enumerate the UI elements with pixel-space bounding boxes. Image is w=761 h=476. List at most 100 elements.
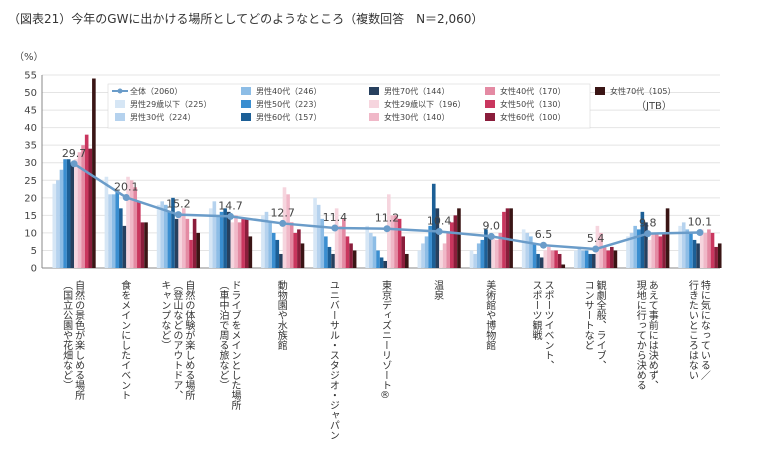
data-label: 11.2 — [375, 212, 400, 225]
bar — [647, 239, 652, 268]
category-label: ユニバーサル・スタジオ・ジャパン — [327, 280, 339, 440]
bar — [685, 229, 690, 268]
bar — [92, 78, 96, 268]
bar — [431, 183, 436, 268]
category-label: ドライブをメインとした場所 — [229, 280, 241, 411]
bar — [160, 201, 164, 268]
overall-point — [383, 225, 391, 233]
category-label: 自然の体験が楽しめる場所 — [183, 279, 195, 401]
bar — [352, 250, 357, 268]
bar — [610, 246, 614, 268]
bar — [331, 253, 335, 268]
bar — [476, 243, 481, 268]
bar — [156, 204, 161, 268]
bar — [394, 215, 398, 268]
bar — [554, 250, 558, 268]
bar — [379, 257, 384, 268]
bar — [473, 253, 477, 268]
bar — [703, 232, 708, 268]
bar — [547, 246, 551, 268]
bar — [74, 159, 78, 268]
bar — [525, 232, 530, 268]
legend-swatch — [241, 113, 251, 121]
bar — [509, 208, 513, 268]
category-label: 美術館や博物館 — [484, 279, 496, 351]
y-axis: 0 5 10 15 20 25 30 35 40 45 50 55 — [24, 71, 43, 275]
bar — [584, 250, 589, 268]
bar — [365, 225, 369, 268]
data-label: 20.1 — [114, 180, 139, 193]
bar — [633, 225, 637, 268]
category-label: スポーツイベント、 — [542, 280, 554, 370]
bar — [56, 180, 60, 268]
bar — [248, 236, 253, 268]
bar — [84, 134, 89, 268]
bar — [417, 250, 422, 268]
category-label: 食をメインにしたイベント — [119, 279, 131, 400]
bar — [268, 222, 272, 268]
overall-point — [696, 229, 704, 237]
bar — [208, 208, 213, 268]
bar — [421, 243, 425, 268]
bar — [212, 201, 217, 268]
overall-point — [435, 228, 443, 236]
bar — [588, 253, 593, 268]
bar — [334, 208, 339, 268]
legend-swatch — [485, 113, 495, 121]
bar — [678, 225, 682, 268]
bar — [178, 215, 182, 268]
overall-point — [227, 212, 235, 220]
bar — [286, 194, 290, 268]
category-labels: 自然の景色が楽しめる場所（国立公園や花畑など） 食をメインにしたイベント 自然の体験… — [61, 279, 711, 440]
bar — [689, 232, 693, 268]
bar — [401, 236, 405, 268]
bar — [665, 208, 670, 268]
bar — [244, 218, 249, 268]
legend-swatch — [369, 87, 379, 95]
category-label: 現地に行ってから決める — [634, 280, 646, 390]
bar — [529, 236, 533, 268]
bar — [435, 208, 440, 268]
bar — [383, 260, 387, 268]
bar — [707, 229, 711, 268]
bar — [108, 194, 112, 268]
bar — [115, 190, 120, 268]
overall-line: 29.7 20.1 15.2 14.7 12.7 11.4 11.2 10.4 9.0 6.5 5.… — [62, 147, 712, 253]
bar — [442, 243, 447, 268]
bar — [592, 253, 596, 268]
bar — [640, 211, 645, 268]
bar — [324, 236, 328, 268]
bar — [289, 222, 294, 268]
category-label: 自然の景色が楽しめる場所 — [73, 279, 85, 401]
bar — [338, 225, 343, 268]
bar — [446, 232, 450, 268]
bar — [297, 229, 301, 268]
legend-label: 男性30代（224） — [130, 112, 195, 122]
category-label: 特に気になっている／ — [698, 280, 710, 380]
overall-point — [122, 193, 130, 201]
legend-label: 男性40代（246） — [256, 86, 321, 96]
y-tick-label: 55 — [24, 71, 37, 82]
legend-label: 全体（2060） — [130, 86, 182, 96]
bar — [710, 232, 715, 268]
bar — [196, 232, 200, 268]
category-label: スポーツ観戦 — [530, 280, 542, 341]
bar — [681, 222, 686, 268]
y-tick-label: 35 — [24, 141, 37, 152]
category-label: キャンプなど） — [159, 280, 171, 350]
bar — [692, 239, 697, 268]
legend-label: 男性29歳以下（225） — [130, 99, 211, 109]
bar — [654, 232, 659, 268]
bar — [63, 159, 67, 268]
bar — [574, 250, 578, 268]
data-label: 14.7 — [218, 199, 243, 212]
bar — [320, 218, 325, 268]
bar — [457, 208, 461, 268]
bar — [439, 250, 443, 268]
bar — [536, 253, 540, 268]
legend-swatch — [485, 87, 495, 95]
bar — [539, 257, 544, 268]
legend-label: 男性70代（144） — [384, 86, 449, 96]
bar — [636, 229, 641, 268]
legend: 全体（2060） 男性29歳以下（225） 男性30代（224） 男性40代（246）… — [107, 83, 675, 129]
